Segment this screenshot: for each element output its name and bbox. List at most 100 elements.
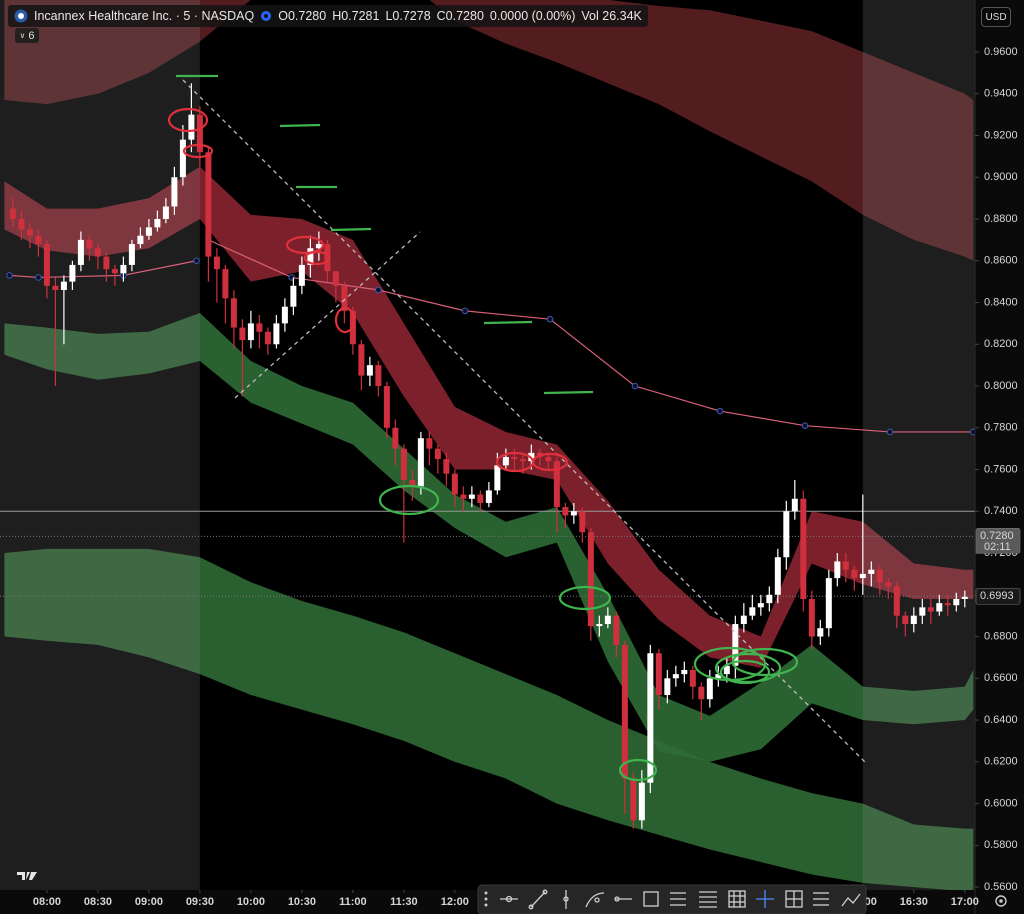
candle-body [196,114,203,153]
extended-hours-shade [0,0,200,890]
candle-body [443,459,450,474]
candle-body [689,669,696,687]
y-tick-label: 0.9200 [984,129,1018,141]
symbol-title: Incannex Healthcare Inc. · 5 · NASDAQ [34,9,255,23]
legend-header: Incannex Healthcare Inc. · 5 · NASDAQ O0… [8,5,648,27]
candle-body [570,511,577,516]
candle-body [222,269,229,299]
tool-icon[interactable] [563,890,569,909]
candle-body [290,285,297,307]
candle-body [477,494,484,503]
candle-body [647,653,654,783]
x-tick-label: 08:00 [33,896,61,908]
vwap-point [193,257,200,265]
tool-icon[interactable] [813,892,829,906]
candle-body [757,603,764,608]
currency: USD [985,11,1007,23]
red-marks [167,107,569,473]
candle-body [936,603,943,612]
vwap-point [886,428,894,436]
candle-body [264,331,271,345]
trend-line [182,79,866,763]
candle-body [145,227,152,236]
candle-body [417,438,424,487]
tool-icon[interactable] [528,889,548,910]
trend-line [234,231,421,399]
candle-body [732,624,739,666]
tool-icon[interactable] [585,892,605,908]
candle-body [281,306,288,324]
x-tick-label: 11:00 [339,896,367,908]
candle-body [205,152,212,257]
candle-body [749,607,756,616]
candle-body [434,448,441,460]
candle-body [885,582,892,587]
band [4,548,974,890]
candle-body [18,219,25,230]
vwap-point [631,382,639,390]
candle-body [791,498,798,512]
candle-body [247,323,254,341]
candle-body [171,177,178,207]
y-tick-label: 0.9000 [984,171,1018,183]
currency-button[interactable]: USD [981,7,1011,27]
tool-icon[interactable] [699,891,717,908]
ohlc-value: 0.0000 (0.00%) [489,9,576,23]
x-tick-label: 09:00 [135,896,163,908]
candle-body [621,644,628,779]
tool-icon[interactable] [785,890,803,908]
candle-body [60,281,67,290]
candle-body [69,264,76,282]
y-tick-label: 0.6000 [984,797,1018,809]
candle-body [715,674,722,679]
tool-icon[interactable] [614,896,632,902]
candle-body [502,457,509,466]
tool-icon[interactable] [728,890,746,908]
candle-body [239,327,246,341]
y-tick-label: 0.8600 [984,255,1018,267]
ohlc-values: O0.7280 H0.7281 L0.7278 C0.7280 0.0000 (0.00… [278,9,642,23]
tool-icon[interactable] [670,892,686,906]
candle-body [961,596,968,599]
candle-body [256,323,263,332]
candle-body [460,494,467,499]
candle-body [859,573,866,579]
y-tick-label: 0.6200 [984,756,1018,768]
candle-body [43,244,50,286]
candle-body [358,344,365,376]
indicators-toggle[interactable]: ∨ 6 [15,28,39,43]
symbol-logo [14,9,28,23]
candle-body [740,615,747,625]
candle-body [298,264,305,286]
y-tick-label: 0.8800 [984,213,1018,225]
candle-body [579,511,586,533]
vwap-point [546,315,554,323]
candle-body [103,256,110,270]
candle-body [35,235,42,245]
candle-body [375,365,382,387]
candle-body [944,603,951,606]
settings-icon[interactable] [995,895,1007,907]
vwap-point [970,428,975,436]
tool-icon[interactable] [643,891,659,907]
candle-body [324,244,331,272]
x-tick-label: 11:30 [390,896,418,908]
candle-body [817,628,824,637]
tool-icon[interactable] [841,893,861,907]
candle-body [681,669,688,675]
price-countdown: 02:11 [984,541,1011,553]
tool-icon[interactable] [500,895,518,903]
candle-body [494,465,501,491]
candle-body [341,285,348,311]
price-axis [975,0,1024,914]
candle-body [698,686,705,700]
ohlc-value: C0.7280 [436,9,484,23]
x-tick-label: 17:00 [951,896,979,908]
drawings [167,74,866,782]
candle-body [77,239,84,265]
candle-body [468,494,475,499]
tool-icon[interactable] [756,890,774,908]
candle-body [120,264,127,274]
candle-body [774,557,781,595]
candle-body [426,438,433,449]
